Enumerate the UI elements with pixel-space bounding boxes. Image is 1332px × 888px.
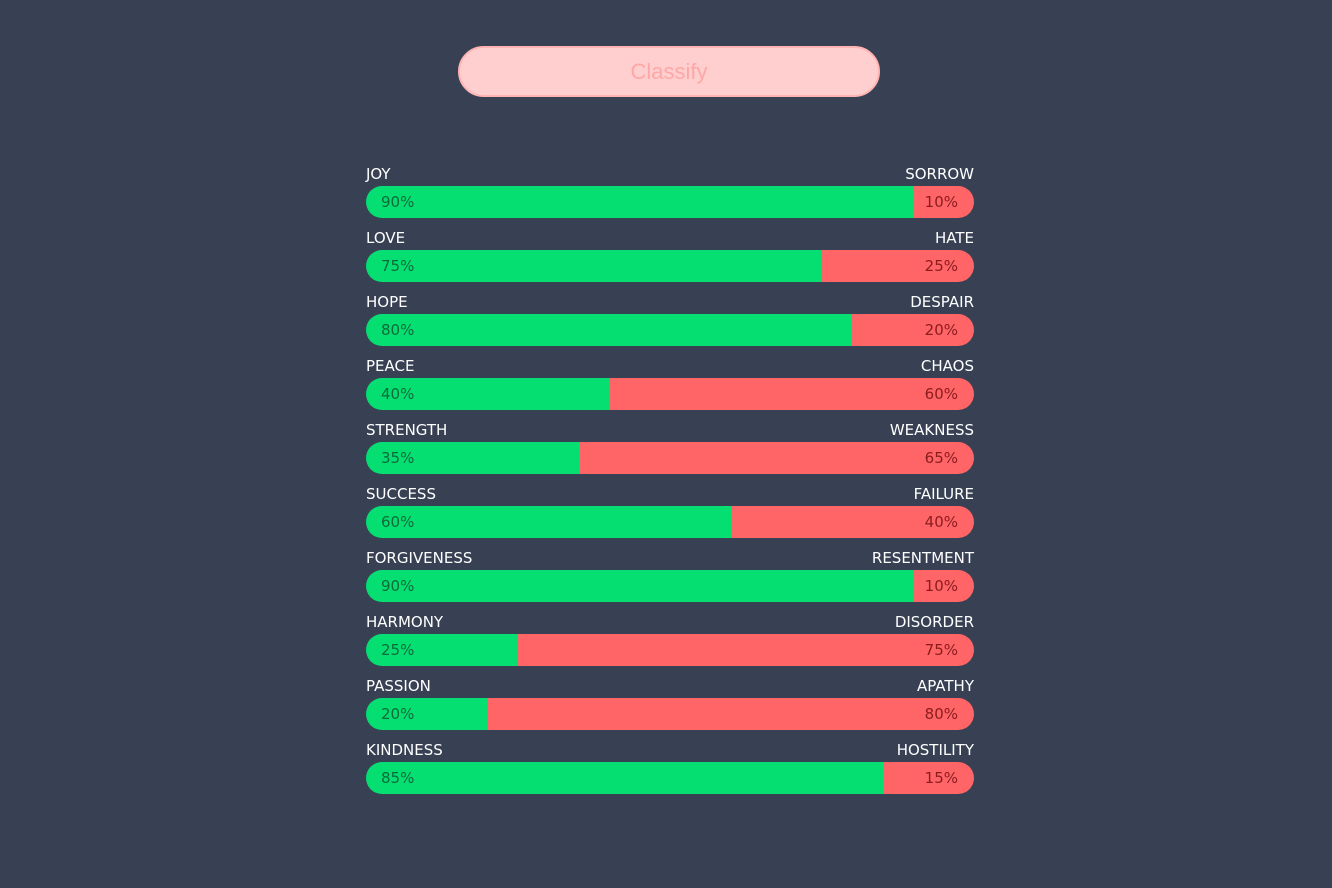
negative-segment: 60%	[609, 378, 974, 410]
sentiment-row-strength: STRENGTH WEAKNESS 35% 65%	[366, 420, 974, 484]
positive-percent: 90%	[381, 193, 415, 211]
positive-percent: 75%	[381, 257, 415, 275]
positive-percent: 35%	[381, 449, 415, 467]
positive-label: FORGIVENESS	[366, 549, 473, 567]
positive-segment: 85%	[366, 762, 883, 794]
positive-label: PASSION	[366, 677, 431, 695]
positive-percent: 25%	[381, 641, 415, 659]
negative-segment: 80%	[487, 698, 974, 730]
sentiment-row-love: LOVE HATE 75% 25%	[366, 228, 974, 292]
negative-label: FAILURE	[913, 485, 974, 503]
positive-segment: 20%	[366, 698, 488, 730]
positive-label: PEACE	[366, 357, 415, 375]
positive-segment: 25%	[366, 634, 518, 666]
row-labels: LOVE HATE	[366, 228, 974, 248]
positive-label: SUCCESS	[366, 485, 436, 503]
positive-segment: 40%	[366, 378, 610, 410]
positive-segment: 90%	[366, 186, 914, 218]
negative-segment: 25%	[822, 250, 974, 282]
positive-segment: 35%	[366, 442, 579, 474]
negative-segment: 20%	[852, 314, 974, 346]
row-labels: HOPE DESPAIR	[366, 292, 974, 312]
positive-label: HOPE	[366, 293, 408, 311]
negative-segment: 10%	[913, 570, 974, 602]
positive-percent: 80%	[381, 321, 415, 339]
negative-label: DISORDER	[894, 613, 974, 631]
positive-label: LOVE	[366, 229, 406, 247]
negative-percent: 10%	[924, 193, 958, 211]
negative-segment: 15%	[882, 762, 974, 794]
positive-label: STRENGTH	[366, 421, 448, 439]
classify-button[interactable]: Classify	[458, 46, 880, 97]
negative-label: RESENTMENT	[871, 549, 974, 567]
negative-segment: 65%	[578, 442, 974, 474]
positive-percent: 60%	[381, 513, 415, 531]
positive-segment: 75%	[366, 250, 822, 282]
positive-percent: 20%	[381, 705, 415, 723]
sentiment-row-kindness: KINDNESS HOSTILITY 85% 15%	[366, 740, 974, 804]
negative-label: HOSTILITY	[896, 741, 974, 759]
positive-label: KINDNESS	[366, 741, 443, 759]
sentiment-row-hope: HOPE DESPAIR 80% 20%	[366, 292, 974, 356]
negative-percent: 65%	[924, 449, 958, 467]
positive-segment: 90%	[366, 570, 914, 602]
score-bar: 80% 20%	[366, 314, 974, 346]
sentiment-row-harmony: HARMONY DISORDER 25% 75%	[366, 612, 974, 676]
negative-label: APATHY	[916, 677, 974, 695]
positive-percent: 85%	[381, 769, 415, 787]
positive-segment: 60%	[366, 506, 731, 538]
sentiment-row-passion: PASSION APATHY 20% 80%	[366, 676, 974, 740]
sentiment-list: JOY SORROW 90% 10% LOVE HATE 75% 25% HOPE DESPAIR…	[366, 164, 974, 804]
negative-segment: 40%	[730, 506, 974, 538]
row-labels: SUCCESS FAILURE	[366, 484, 974, 504]
score-bar: 90% 10%	[366, 570, 974, 602]
negative-label: WEAKNESS	[889, 421, 974, 439]
negative-label: HATE	[934, 229, 974, 247]
negative-percent: 25%	[924, 257, 958, 275]
positive-label: JOY	[366, 165, 391, 183]
sentiment-row-peace: PEACE CHAOS 40% 60%	[366, 356, 974, 420]
negative-segment: 10%	[913, 186, 974, 218]
score-bar: 20% 80%	[366, 698, 974, 730]
row-labels: PEACE CHAOS	[366, 356, 974, 376]
negative-label: DESPAIR	[910, 293, 974, 311]
score-bar: 90% 10%	[366, 186, 974, 218]
score-bar: 60% 40%	[366, 506, 974, 538]
row-labels: PASSION APATHY	[366, 676, 974, 696]
score-bar: 40% 60%	[366, 378, 974, 410]
row-labels: JOY SORROW	[366, 164, 974, 184]
negative-percent: 10%	[924, 577, 958, 595]
positive-segment: 80%	[366, 314, 853, 346]
sentiment-row-forgiveness: FORGIVENESS RESENTMENT 90% 10%	[366, 548, 974, 612]
sentiment-row-joy: JOY SORROW 90% 10%	[366, 164, 974, 228]
negative-percent: 40%	[924, 513, 958, 531]
row-labels: STRENGTH WEAKNESS	[366, 420, 974, 440]
negative-percent: 60%	[924, 385, 958, 403]
negative-segment: 75%	[518, 634, 974, 666]
score-bar: 25% 75%	[366, 634, 974, 666]
negative-percent: 80%	[924, 705, 958, 723]
negative-label: CHAOS	[920, 357, 974, 375]
negative-percent: 15%	[924, 769, 958, 787]
positive-percent: 90%	[381, 577, 415, 595]
score-bar: 85% 15%	[366, 762, 974, 794]
negative-percent: 75%	[924, 641, 958, 659]
positive-percent: 40%	[381, 385, 415, 403]
positive-label: HARMONY	[366, 613, 444, 631]
row-labels: KINDNESS HOSTILITY	[366, 740, 974, 760]
score-bar: 75% 25%	[366, 250, 974, 282]
row-labels: HARMONY DISORDER	[366, 612, 974, 632]
sentiment-row-success: SUCCESS FAILURE 60% 40%	[366, 484, 974, 548]
negative-label: SORROW	[905, 165, 974, 183]
score-bar: 35% 65%	[366, 442, 974, 474]
row-labels: FORGIVENESS RESENTMENT	[366, 548, 974, 568]
negative-percent: 20%	[924, 321, 958, 339]
